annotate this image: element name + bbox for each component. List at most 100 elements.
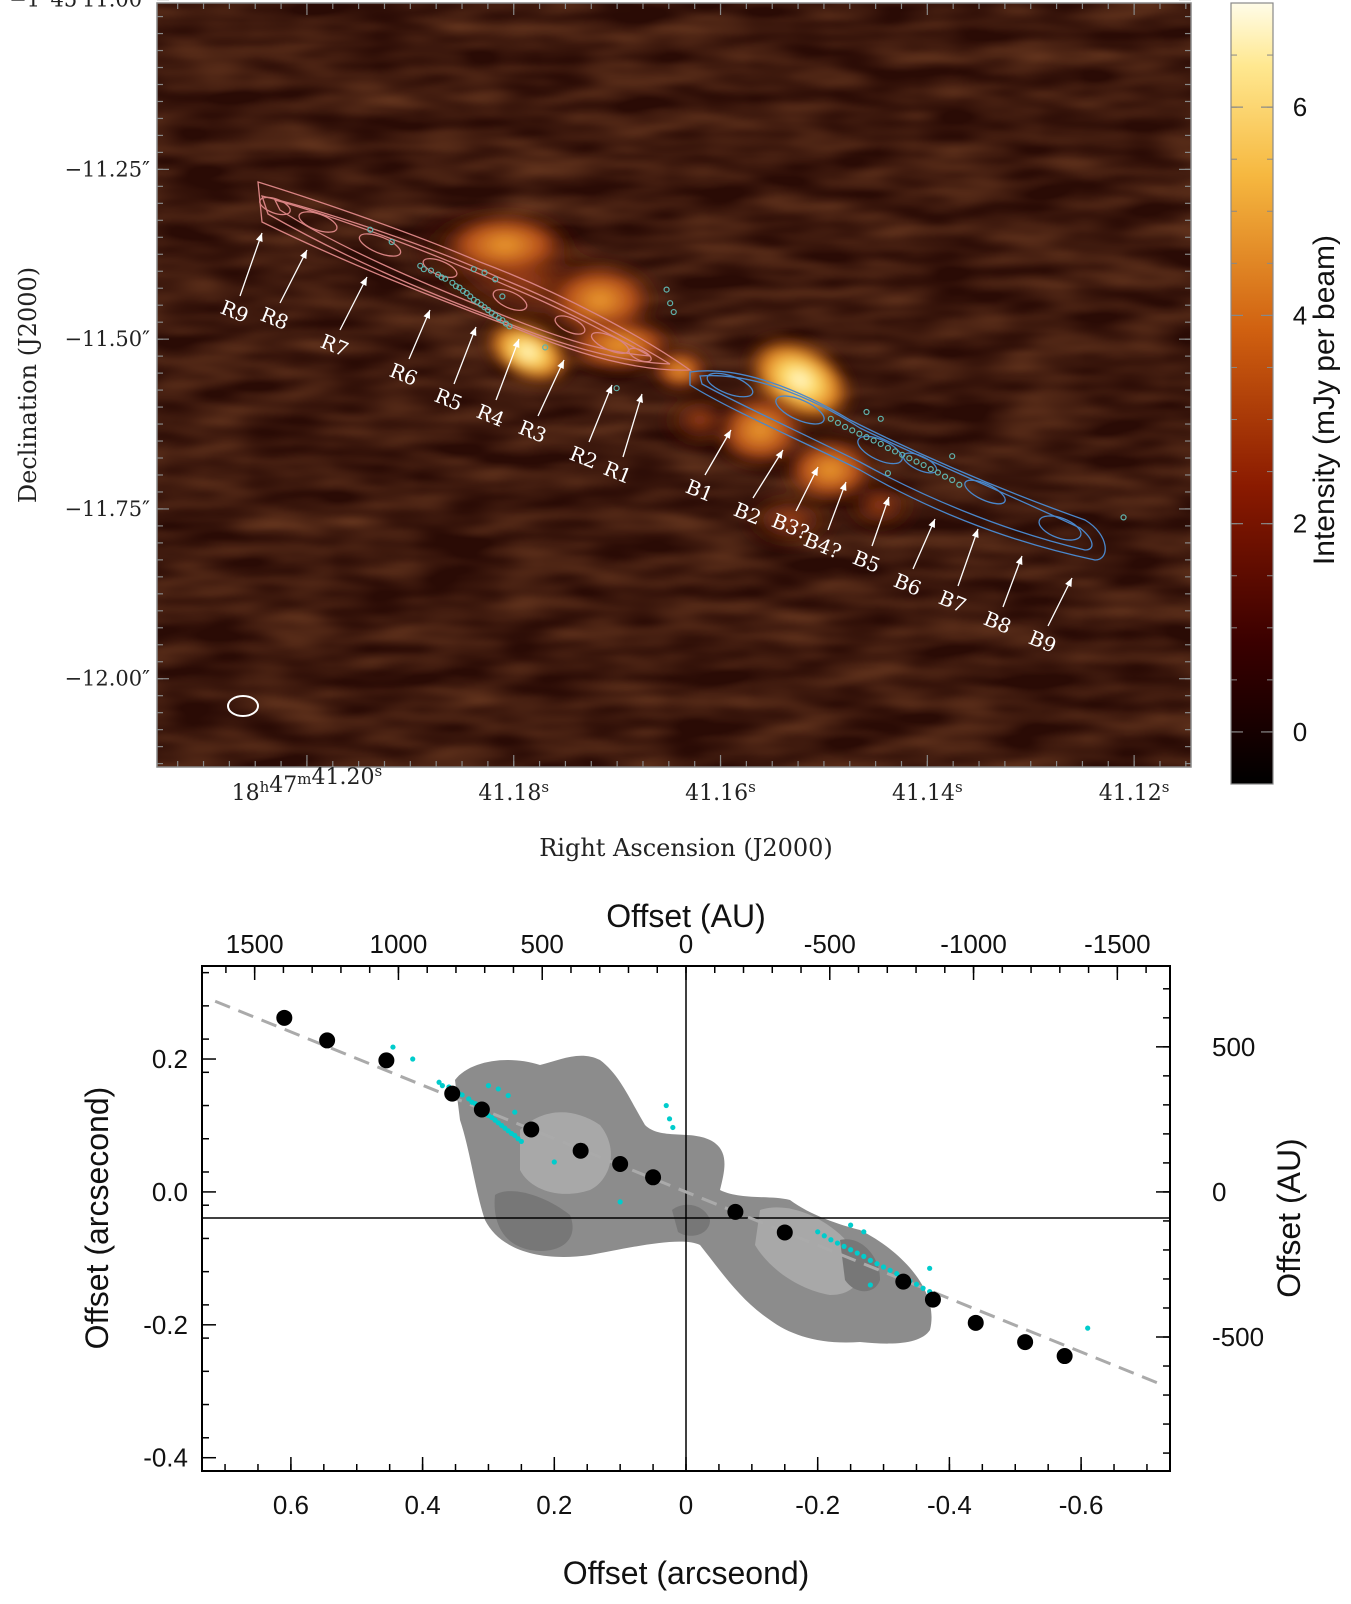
maser-spot [617,1199,623,1205]
bottom-y-axis-title: Offset (arcsecond) [79,1087,115,1350]
blue-contour-knot-b1 [706,372,754,398]
knot-arrow [1002,555,1023,608]
maser-spot [880,1264,887,1270]
top-maser-spot [670,308,677,316]
top-x-tick-label: 18h47m41.20s [232,762,383,806]
maser-spot [512,1132,518,1139]
maser-spot [495,1086,501,1092]
top-maser-spots [367,226,1127,521]
top-maser-spot [417,262,424,269]
blue-contour-2 [699,374,1093,551]
top-maser-spot [884,470,892,477]
top-maser-spot [863,408,870,416]
knot-point [444,1085,461,1102]
top-maser-spot [884,444,892,452]
bottom-right-tick-label: -500 [1212,1322,1264,1352]
knot-arrowhead [512,339,520,348]
intensity-map [157,3,1191,767]
top-plot-frame [156,2,1192,768]
maser-spot [512,1109,518,1115]
top-maser-spot [827,415,834,422]
knot-arrowhead [605,385,613,394]
bottom-y-tick-label: -0.4 [143,1443,188,1473]
colorbar-tick-label: 6 [1293,92,1307,122]
red-contour-2 [261,195,671,365]
top-maser-spot [956,481,963,488]
knot-point [924,1291,941,1308]
red-contour-knot-r1 [628,347,652,363]
maser-spot [848,1247,854,1253]
maser-spot [551,1159,557,1165]
bottom-y-tick-label: 0.0 [152,1177,188,1207]
top-maser-spot [467,293,474,300]
top-x-axis-title: Right Ascension (J2000) [539,834,833,862]
top-maser-spot [420,266,427,273]
red-shifted-jet-contours [257,181,692,371]
colorbar-tick-label: 2 [1293,509,1307,539]
bottom-x-tick-label: 0 [679,1490,693,1520]
bottom-top-axis-title: Offset (AU) [606,898,765,934]
knot-arrow [588,384,613,443]
bottom-right-tick-label: 0 [1212,1177,1226,1207]
knot-point [378,1052,395,1069]
knot-point [776,1224,793,1241]
maser-spot [436,1079,442,1085]
top-maser-spot [452,283,460,290]
bottom-top-tick-label: 1000 [370,929,428,959]
colorbar-title: Intensity (mJy per beam) [1308,235,1341,565]
knot-arrowhead [811,467,818,476]
bottom-y-tick-label: 0.2 [152,1044,188,1074]
top-maser-spot [877,440,884,448]
top-maser-spot [941,473,949,480]
knot-point [645,1169,662,1186]
top-maser-spot [949,476,956,484]
knot-arrowhead [255,233,263,242]
top-maser-spot [667,300,674,307]
blue-contour-knot-b7 [964,479,1006,505]
bottom-x-axis-title: Offset (arcseond) [563,1555,810,1591]
knot-arrow [752,449,784,499]
bottom-panel: 0.6 0.4 0.2 0 -0.2 -0.4 -0.6 0.2 0.0 -0.2 -0.4 1500… [79,898,1307,1591]
knot-point [523,1121,540,1138]
top-x-tick-label: 41.12s [1099,778,1170,806]
top-y-tick-labels: −1°45′11.00″ −11.25″ −11.50″ −11.75″ −12.00″ [9,0,150,691]
knot-point [319,1032,336,1049]
top-maser-spot [927,466,934,473]
bottom-right-tick-label: 500 [1212,1032,1255,1062]
knot-arrowhead [928,519,935,528]
red-contour-knot-r3 [554,315,586,335]
maser-spot [518,1138,524,1145]
maser-spot [505,1092,511,1099]
blue-contour-knot-b5 [857,435,903,465]
top-maser-spot [427,267,435,274]
maser-spot [861,1229,867,1235]
top-maser-spot [920,461,927,469]
top-maser-spot [388,238,395,246]
knot-points [276,1009,1073,1365]
red-contour-knot-r6 [422,257,458,279]
top-maser-spot [499,293,506,300]
blue-contour-knot-b2 [775,395,825,425]
maser-spot [867,1282,873,1288]
knot-arrowhead [360,277,367,286]
top-y-tick-label: −12.00″ [64,667,150,691]
knot-arrow [279,249,308,304]
knot-arrowhead [723,430,731,439]
knot-arrow [537,359,565,417]
contour-inner-center [672,1204,710,1236]
maser-spot [439,1083,445,1089]
maser-spot [861,1253,867,1259]
bottom-right-axis-title: Offset (AU) [1271,1138,1307,1297]
maser-spot [670,1124,676,1131]
top-maser-spot [499,317,506,324]
knot-point [473,1101,490,1118]
top-x-tick-label: 41.16s [685,778,756,806]
top-maser-spot [849,427,856,434]
top-y-axis-title: Declination (J2000) [14,267,42,503]
top-maser-spot [492,276,499,283]
red-contour-knot-r4 [492,289,528,311]
top-maser-spot [367,226,374,233]
red-contour-knot-r9 [259,196,291,216]
knot-arrowhead [557,360,564,369]
